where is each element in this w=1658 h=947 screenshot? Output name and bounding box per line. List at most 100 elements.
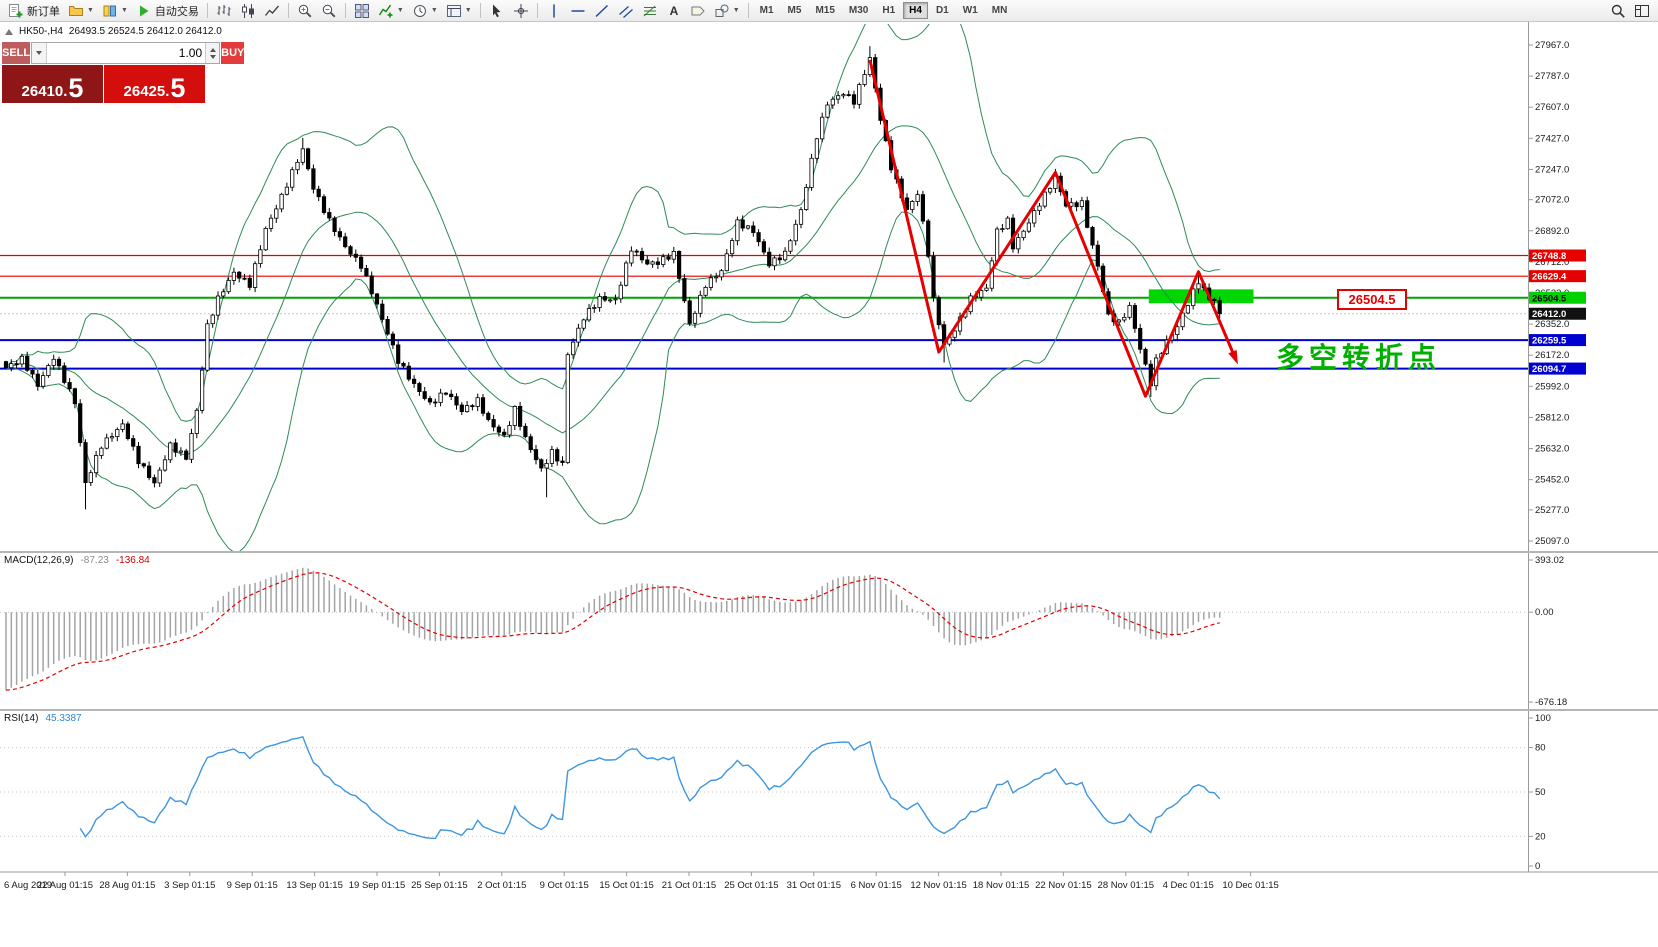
rsi-name: RSI(14) (4, 713, 39, 724)
macd-signal-value: -136.84 (115, 555, 150, 566)
fibonacci-button[interactable] (638, 1, 662, 21)
auto-trading-button[interactable]: 自动交易 (132, 1, 203, 21)
trend-zigzag-line[interactable] (868, 59, 1237, 398)
text-button[interactable]: A (662, 1, 686, 21)
price-axis-label: 25812.0 (1535, 412, 1569, 423)
charts-dropdown-button[interactable]: ▼ (64, 1, 98, 21)
macd-panel[interactable] (0, 567, 1528, 691)
bar-chart-button[interactable] (212, 1, 236, 21)
timeframe-m15[interactable]: M15 (815, 5, 835, 16)
price-axis[interactable]: 27967.0 27787.0 27607.0 27427.0 27247.0 27072… (1528, 22, 1587, 872)
panel-splitter-macd[interactable] (0, 551, 1658, 553)
search-button[interactable] (1606, 1, 1630, 21)
timeframe-m30[interactable]: M30 (848, 5, 869, 16)
panel-splitter-rsi[interactable] (0, 709, 1658, 711)
candlestick-chart-button[interactable] (236, 1, 260, 21)
candles (3, 46, 1222, 510)
new-order-button[interactable]: 新订单 (4, 1, 64, 21)
search-icon (1611, 4, 1625, 18)
price-tag: 26412.0 (1529, 307, 1586, 320)
vertical-line-button[interactable] (542, 1, 566, 21)
macd-name: MACD(12,26,9) (4, 555, 74, 566)
trend-line-button[interactable] (590, 1, 614, 21)
volume-control (31, 42, 221, 64)
zoom-out-icon (322, 4, 336, 17)
indicators-button[interactable]: ▼ (374, 1, 408, 21)
timeframe-d1[interactable]: D1 (935, 5, 949, 16)
channel-button[interactable] (614, 1, 638, 21)
buy-price[interactable]: 26425. 5 (104, 65, 205, 103)
horizontal-line-icon (571, 9, 585, 12)
rsi-panel[interactable] (0, 735, 1528, 840)
tile-windows-button[interactable] (350, 1, 374, 21)
line-chart-button[interactable] (260, 1, 284, 21)
macd-indicator-label: MACD(12,26,9) -87.23 -136.84 (4, 555, 150, 566)
templates-button[interactable]: ▼ (442, 1, 476, 21)
layout-button[interactable] (1630, 1, 1654, 21)
shapes-button[interactable]: ▼ (710, 1, 744, 21)
time-axis-label: 19 Sep 01:15 (349, 880, 406, 891)
tile-windows-icon (354, 3, 369, 18)
horizontal-line-button[interactable] (566, 1, 590, 21)
time-axis-label: 3 Sep 01:15 (164, 880, 215, 891)
timeframe-h4[interactable]: H4 (903, 2, 928, 19)
volume-input[interactable] (47, 43, 206, 63)
main-price-panel[interactable] (0, 6, 1528, 552)
stepper-up-icon (209, 47, 216, 52)
svg-text:26412.0: 26412.0 (1532, 309, 1566, 320)
toolbar-separator (344, 3, 346, 18)
price-tag: 26629.4 (1529, 270, 1586, 283)
dropdown-caret-icon: ▼ (430, 7, 438, 14)
sell-price[interactable]: 26410. 5 (2, 65, 103, 103)
periods-button[interactable]: ▼ (408, 1, 442, 21)
crosshair-button[interactable] (509, 1, 533, 21)
highlight-zone[interactable] (1148, 289, 1254, 304)
dropdown-caret-icon: ▼ (732, 7, 740, 14)
timeframe-m1[interactable]: M1 (759, 5, 774, 16)
price-axis-label: 26712.0 (1535, 257, 1569, 268)
price-axis-label: 25097.0 (1535, 536, 1569, 547)
volume-dropdown[interactable] (32, 43, 48, 63)
svg-text:A: A (669, 4, 678, 18)
volume-stepper[interactable] (205, 43, 220, 63)
macd-axis-label: 0.00 (1535, 607, 1554, 618)
toolbar-group: A ▼ (542, 1, 744, 21)
zoom-in-button[interactable] (293, 1, 317, 21)
template-icon (446, 4, 461, 17)
timeframe-m5[interactable]: M5 (787, 5, 802, 16)
sell-button[interactable]: SELL (2, 42, 31, 64)
candlestick-icon (241, 3, 254, 18)
fibonacci-icon (643, 5, 656, 16)
price-axis-label: 27607.0 (1535, 102, 1569, 113)
profiles-button[interactable]: ▼ (98, 1, 132, 21)
price-axis-label: 25632.0 (1535, 444, 1569, 455)
timeframe-mn[interactable]: MN (991, 5, 1008, 16)
dropdown-caret-icon: ▼ (87, 7, 94, 14)
price-callout[interactable]: 26504.5 (1337, 289, 1407, 310)
time-axis-label: 18 Nov 01:15 (973, 880, 1030, 891)
label-button[interactable] (686, 1, 710, 21)
shapes-icon (715, 4, 729, 17)
timeframe-h1[interactable]: H1 (882, 5, 896, 16)
rsi-indicator-label: RSI(14) 45.3387 (4, 713, 82, 724)
rsi-axis-label: 50 (1535, 787, 1546, 798)
chart-ohlc-header: HK50-,H4 26493.5 26524.5 26412.0 26412.0 (5, 26, 222, 37)
buy-button[interactable]: BUY (221, 42, 245, 64)
timeframe-toolbar: M1 M5 M15 M30 H1 H4 D1 W1 MN (753, 2, 1015, 19)
time-axis-label: 21 Oct 01:15 (662, 880, 716, 891)
one-click-panel-toggle-icon[interactable] (5, 28, 13, 35)
rsi-line (79, 735, 1221, 840)
price-tag: 26094.7 (1529, 362, 1586, 375)
zoom-out-button[interactable] (317, 1, 341, 21)
cursor-button[interactable] (485, 1, 509, 21)
time-axis-label: 22 Nov 01:15 (1035, 880, 1092, 891)
price-axis-label: 25452.0 (1535, 475, 1569, 486)
toolbar-separator (747, 3, 749, 18)
macd-axis-label: -676.18 (1535, 697, 1567, 708)
channel-icon (618, 5, 633, 18)
trend-arrow-head (1228, 349, 1238, 365)
timeframe-w1[interactable]: W1 (962, 5, 978, 16)
